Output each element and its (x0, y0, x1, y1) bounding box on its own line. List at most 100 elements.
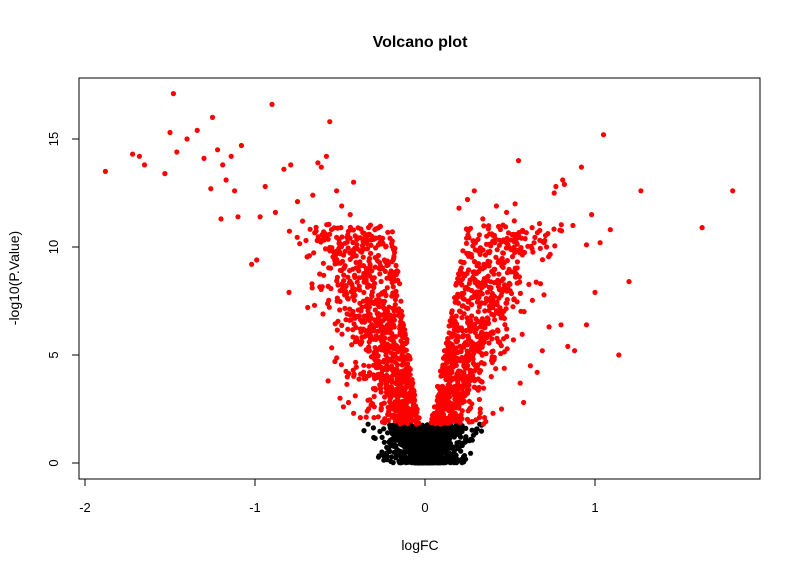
nonsignificant-point (365, 421, 371, 427)
nonsignificant-point (468, 450, 474, 456)
significant-point (542, 232, 549, 239)
significant-point (381, 298, 388, 304)
significant-point (381, 357, 387, 363)
significant-point (254, 257, 260, 263)
significant-point (310, 192, 316, 198)
significant-point (391, 339, 397, 345)
significant-point (464, 363, 470, 369)
significant-point (551, 226, 557, 232)
significant-point (393, 262, 399, 269)
nonsignificant-point (407, 433, 413, 439)
significant-point (349, 342, 355, 348)
significant-point (371, 349, 377, 355)
significant-point (412, 403, 418, 409)
significant-point (516, 279, 523, 285)
significant-point (484, 335, 490, 341)
significant-point (337, 395, 343, 401)
significant-point (339, 243, 345, 250)
significant-point (457, 368, 464, 374)
nonsignificant-point (459, 440, 465, 446)
significant-point (371, 404, 377, 410)
significant-point (327, 244, 333, 251)
significant-point (381, 366, 387, 373)
significant-point (390, 290, 396, 296)
nonsignificant-point (412, 456, 418, 462)
significant-point (449, 310, 455, 316)
significant-point (493, 203, 499, 209)
significant-point (341, 278, 347, 284)
significant-point (342, 305, 348, 311)
nonsignificant-point (375, 454, 382, 460)
significant-point (184, 136, 190, 142)
significant-point (485, 320, 491, 327)
nonsignificant-point (388, 458, 394, 464)
significant-point (232, 188, 238, 194)
significant-point (389, 379, 395, 385)
significant-point (350, 327, 356, 333)
significant-point (541, 240, 547, 246)
significant-point (371, 362, 377, 368)
significant-point (479, 291, 485, 297)
nonsignificant-point (402, 441, 408, 447)
significant-point (323, 153, 329, 159)
significant-point (390, 284, 396, 290)
significant-point (553, 183, 559, 190)
significant-point (356, 268, 362, 274)
significant-point (391, 317, 397, 323)
significant-point (440, 364, 446, 371)
significant-point (375, 328, 381, 334)
significant-point (309, 281, 315, 287)
significant-point (367, 397, 373, 403)
significant-point (447, 318, 453, 324)
significant-point (450, 418, 456, 424)
significant-point (352, 233, 358, 239)
significant-point (345, 245, 351, 251)
nonsignificant-point (393, 443, 399, 449)
significant-point (452, 299, 458, 305)
significant-point (366, 339, 372, 345)
significant-point (394, 355, 400, 361)
significant-point (529, 297, 536, 303)
significant-point (456, 399, 462, 406)
significant-point (378, 407, 384, 413)
significant-point (453, 338, 459, 344)
significant-point (366, 327, 372, 333)
significant-point (493, 366, 499, 372)
significant-point (475, 294, 481, 300)
significant-point (141, 162, 148, 168)
significant-point (378, 278, 384, 285)
significant-point (398, 369, 404, 375)
significant-point (456, 405, 462, 411)
significant-point (445, 371, 451, 377)
significant-point (431, 404, 438, 410)
nonsignificant-point (398, 454, 404, 460)
significant-point (341, 272, 347, 278)
x-tick-label: 0 (421, 500, 428, 515)
significant-point (473, 363, 479, 369)
significant-point (346, 279, 353, 286)
significant-point (368, 242, 374, 248)
nonsignificant-point (454, 440, 460, 446)
significant-point (440, 355, 447, 361)
significant-point (406, 411, 412, 417)
significant-point (498, 261, 504, 267)
significant-point (330, 254, 336, 260)
significant-point (504, 333, 510, 340)
significant-point (485, 258, 491, 264)
significant-point (375, 414, 381, 420)
significant-point (461, 344, 467, 350)
significant-point (335, 318, 341, 324)
significant-point (347, 212, 353, 218)
significant-point (389, 229, 395, 235)
significant-point (398, 347, 404, 353)
significant-point (372, 387, 379, 393)
significant-point (488, 243, 494, 249)
significant-point (392, 245, 398, 251)
significant-point (381, 373, 387, 380)
significant-point (353, 359, 359, 365)
significant-point (489, 354, 495, 360)
significant-point (500, 250, 506, 256)
significant-point (498, 351, 504, 357)
significant-point (444, 360, 450, 366)
significant-point (476, 304, 482, 310)
